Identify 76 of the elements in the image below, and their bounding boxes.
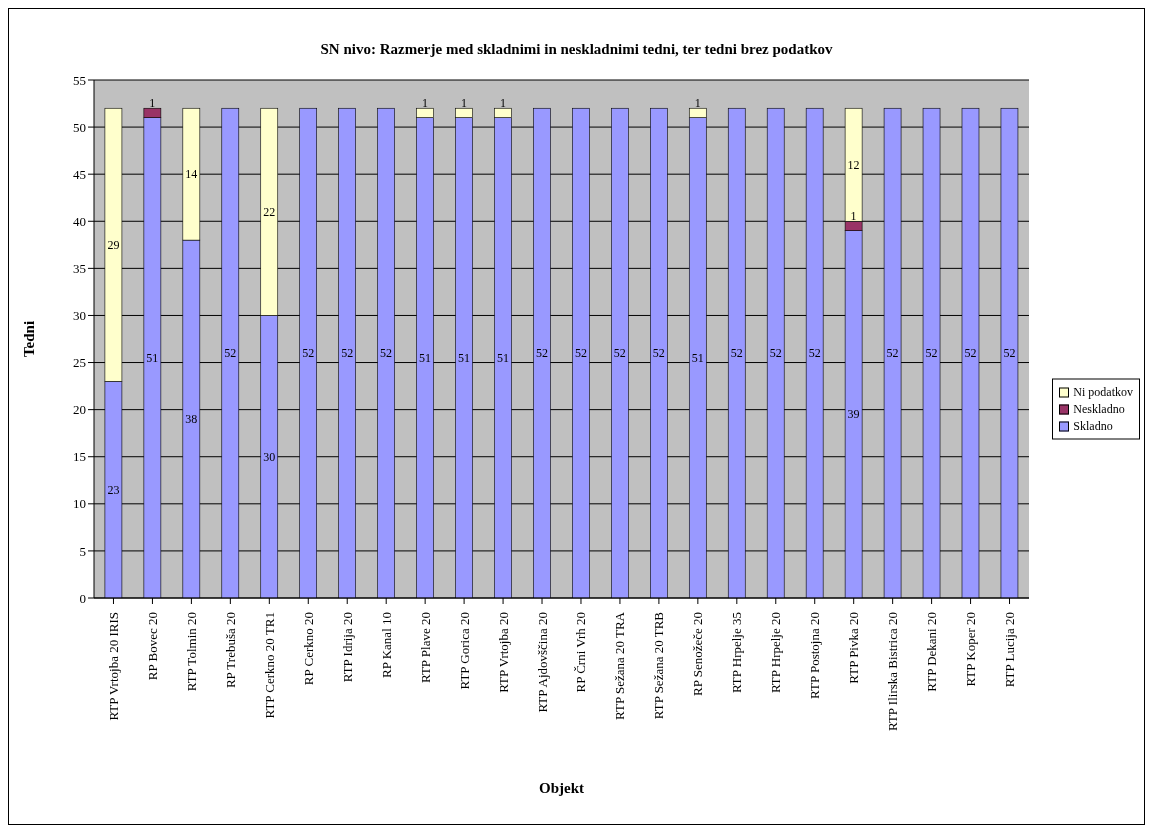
data-label: 51	[458, 350, 471, 365]
x-tick-label: RTP Hrpelje 20	[768, 612, 784, 694]
data-label: 52	[574, 346, 587, 361]
x-tick-label: RTP Ajdovščina 20	[534, 612, 550, 713]
data-label: 1	[461, 96, 468, 111]
x-axis-title: Objekt	[539, 780, 584, 796]
data-label: 52	[380, 346, 393, 361]
x-tick-label: RTP Pivka 20	[846, 612, 862, 684]
data-label: 39	[847, 407, 860, 422]
x-tick-label: RTP Cerkno 20 TR1	[261, 612, 277, 719]
data-label: 1	[850, 209, 857, 224]
data-label: 30	[263, 449, 276, 464]
x-tick-label: RTP Lucija 20	[1002, 612, 1018, 688]
data-label: 12	[847, 157, 860, 172]
data-label: 52	[535, 346, 548, 361]
data-label: 1	[149, 96, 156, 111]
data-label: 38	[185, 412, 198, 427]
data-label: 52	[341, 346, 354, 361]
x-tick-label: RP Bovec 20	[144, 612, 160, 681]
x-tick-label: RTP Koper 20	[963, 612, 979, 687]
data-label: 52	[224, 346, 237, 361]
data-label: 1	[422, 96, 429, 111]
x-tick-label: RTP Sežana 20 TRB	[651, 611, 667, 720]
legend-label: Ni podatkov	[1073, 384, 1133, 400]
chart-title: SN nivo: Razmerje med skladnimi in neskladnimi tedni, ter tedni brez podatkov	[319, 40, 834, 58]
x-tick-label: RTP Tolmin 20	[183, 612, 199, 692]
data-label: 51	[419, 350, 432, 365]
data-label: 51	[496, 350, 509, 365]
x-tick-label: RP Črni Vrh 20	[573, 612, 589, 693]
x-tick-label: RTP Hrpelje 35	[729, 612, 745, 694]
y-tick-label: 0	[79, 590, 86, 606]
legend-label: Skladno	[1073, 418, 1113, 434]
data-label: 52	[302, 346, 315, 361]
x-tick-label: RP Trebuša 20	[222, 612, 238, 689]
data-label: 52	[769, 346, 782, 361]
data-label: 1	[499, 96, 506, 111]
data-label: 22	[263, 204, 276, 219]
x-tick-label: RTP Gorica 20	[456, 612, 472, 690]
data-label: 52	[730, 346, 743, 361]
data-label: 29	[107, 237, 120, 252]
y-tick-label: 30	[73, 308, 86, 324]
y-tick-label: 25	[73, 355, 86, 371]
y-tick-label: 15	[73, 449, 86, 465]
data-label: 52	[925, 346, 938, 361]
y-tick-label: 20	[73, 402, 86, 418]
x-tick-label: RTP Vrtojba 20	[495, 612, 511, 693]
x-tick-label: RTP Ilirska Bistrica 20	[885, 612, 901, 731]
y-axis-title: Tedni	[21, 320, 38, 358]
x-tick-label: RTP Plave 20	[417, 612, 433, 683]
y-tick-label: 5	[79, 543, 86, 559]
x-tick-label: RP Cerkno 20	[300, 612, 316, 686]
y-tick-label: 50	[73, 119, 86, 135]
data-label: 52	[886, 346, 899, 361]
y-tick-label: 40	[73, 213, 86, 229]
x-tick-label: RTP Postojna 20	[807, 612, 823, 699]
data-label: 14	[185, 167, 198, 182]
x-tick-label: RTP Sežana 20 TRA	[612, 611, 628, 720]
data-label: 1	[694, 96, 701, 111]
data-label: 52	[652, 346, 665, 361]
x-tick-label: RTP Dekani 20	[924, 612, 940, 692]
y-tick-label: 35	[73, 260, 86, 276]
data-label: 51	[146, 350, 159, 365]
data-label: 52	[808, 346, 821, 361]
data-label: 52	[613, 346, 626, 361]
legend-label: Neskladno	[1073, 401, 1125, 417]
data-label: 52	[1003, 346, 1016, 361]
data-label: 23	[107, 482, 120, 497]
x-tick-label: RTP Vrtojba 20 IRIS	[105, 612, 121, 721]
data-label: 51	[691, 350, 704, 365]
data-label: 52	[964, 346, 977, 361]
y-tick-label: 10	[73, 496, 86, 512]
y-tick-label: 45	[73, 166, 86, 182]
x-tick-label: RP Kanal 10	[378, 612, 394, 678]
x-tick-label: RP Senožeče 20	[690, 612, 706, 696]
y-tick-label: 55	[73, 72, 86, 88]
x-tick-label: RTP Idrija 20	[339, 612, 355, 683]
